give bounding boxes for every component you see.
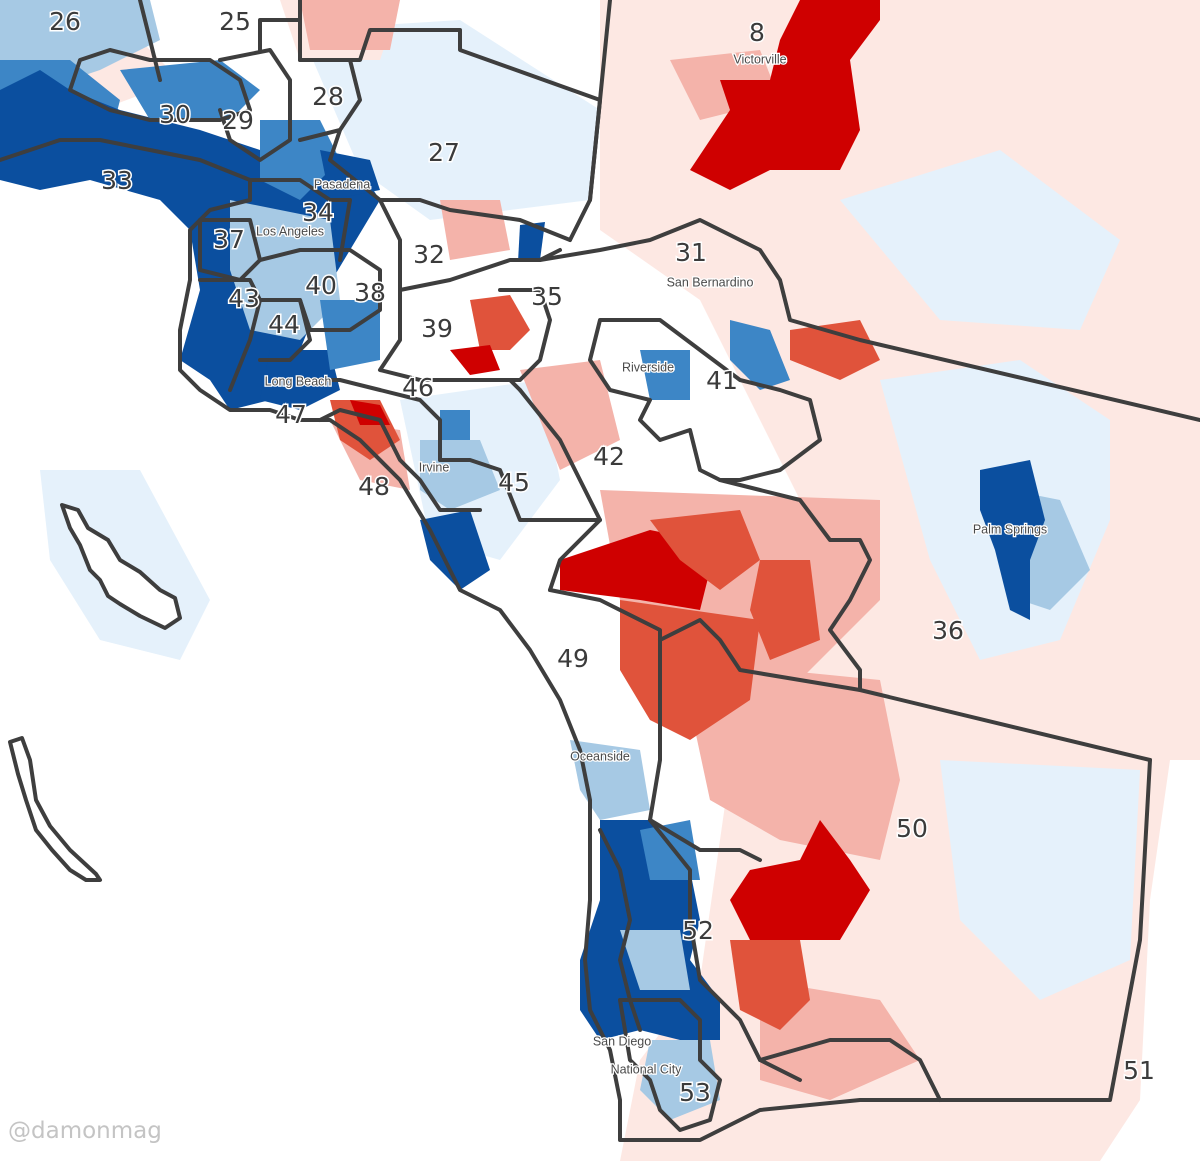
district-50-north [658, 618, 1152, 762]
inland-faint-blue-3 [840, 150, 1120, 330]
victorville-strong-red [690, 0, 880, 190]
district-33-34-boundary [248, 178, 352, 262]
district-30-boundary [68, 48, 252, 122]
district-label-41: 41 [706, 366, 738, 395]
district-31-boundary [538, 218, 1200, 422]
district-label-25: 25 [219, 7, 251, 36]
district-label-42: 42 [593, 442, 625, 471]
inland-light-red-f [300, 0, 400, 50]
district-label-49: 49 [557, 644, 589, 673]
district-label-27: 27 [428, 138, 460, 167]
inland-faint-blue-2 [940, 760, 1140, 1000]
city-label-pasadena: Pasadena [314, 177, 370, 191]
fallbrook-mid-red [620, 600, 760, 740]
district-41-boundary [588, 318, 822, 482]
santa-catalina-island [60, 503, 182, 630]
district-label-35: 35 [531, 282, 563, 311]
temecula-mid-red [650, 510, 760, 590]
ramona-strong-red [730, 820, 870, 940]
district-52-boundary [648, 818, 802, 1082]
district-label-44: 44 [268, 310, 300, 339]
district-label-33: 33 [101, 166, 133, 195]
district-label-48: 48 [358, 472, 390, 501]
district-label-53: 53 [679, 1078, 711, 1107]
district-37-boundary [198, 218, 262, 282]
author-credit: @damonmag [8, 1118, 162, 1144]
district-label-29: 29 [222, 106, 254, 135]
district-label-52: 52 [682, 916, 714, 945]
palm-springs-strong [980, 460, 1045, 620]
district-35-boundary [478, 288, 552, 382]
hemet-mid-red [750, 560, 820, 660]
moreno-mid-blue [730, 320, 790, 390]
district-48-boundary [318, 408, 482, 512]
district-51-boundary [758, 1038, 942, 1102]
la-basin-faint-blue [300, 20, 600, 220]
district-label-43: 43 [228, 284, 260, 313]
district-label-31: 31 [675, 238, 707, 267]
district-49-boundary [548, 588, 762, 862]
irvine-mid-blue [440, 410, 470, 440]
riverside-mid-blue [640, 350, 690, 400]
lakeside-mid-red [730, 940, 810, 1030]
district-label-28: 28 [312, 82, 344, 111]
district-8-boundary [588, 0, 612, 202]
district-label-26: 26 [49, 7, 81, 36]
chino-hills-mid-red [470, 295, 530, 350]
san-clemente-island [8, 736, 102, 882]
district-label-51: 51 [1123, 1056, 1155, 1085]
islands [8, 503, 182, 882]
rep-areas [330, 0, 880, 1030]
district-label-46: 46 [402, 373, 434, 402]
district-44-boundary [248, 298, 312, 362]
district-26-25-boundary [138, 0, 162, 82]
district-39-boundary [378, 288, 522, 392]
district-label-30: 30 [159, 100, 191, 129]
city-label-san-bernardino: San Bernardino [667, 275, 754, 289]
yorba-strong-red [450, 345, 500, 375]
district-label-40: 40 [305, 271, 337, 300]
district-40-38-boundary [258, 248, 382, 332]
city-label-palm-springs: Palm Springs [973, 522, 1047, 536]
sd-inland-light [620, 930, 690, 990]
district-46-47-boundary [298, 378, 442, 462]
city-label-oceanside: Oceanside [570, 749, 630, 763]
district-label-47: 47 [275, 400, 307, 429]
sfv-mid-blue [120, 60, 260, 120]
district-label-37: 37 [213, 225, 245, 254]
city-label-los-angeles: Los Angeles [256, 224, 324, 238]
city-label-victorville: Victorville [733, 52, 786, 66]
district-36-boundary [718, 478, 872, 692]
district-53-boundary [618, 998, 722, 1132]
city-label-long-beach: Long Beach [265, 374, 332, 388]
district-label-50: 50 [896, 814, 928, 843]
district-label-45: 45 [498, 468, 530, 497]
yucaipa-mid-red [790, 320, 880, 380]
city-label-national-city: National City [611, 1062, 683, 1076]
district-label-34: 34 [302, 198, 334, 227]
district-42-boundary [518, 388, 602, 592]
district-label-38: 38 [354, 278, 386, 307]
coastline [0, 138, 1152, 1142]
city-label-san-diego: San Diego [593, 1034, 651, 1048]
district-label-36: 36 [932, 616, 964, 645]
gateway-mid-blue [320, 300, 380, 370]
rancho-strong-blue [518, 222, 545, 262]
city-label-irvine: Irvine [419, 460, 450, 474]
district-27-south [328, 128, 572, 242]
inland-light-red-b [520, 360, 620, 470]
city-labels: Victorville Pasadena Los Angeles San Ber… [255, 51, 1049, 1078]
city-label-riverside: Riverside [622, 360, 674, 374]
laguna-strong-blue [420, 510, 490, 590]
district-label-32: 32 [413, 240, 445, 269]
district-52-west [598, 828, 642, 1032]
district-45-boundary [438, 458, 602, 522]
district-29-boundary [218, 48, 292, 162]
district-label-39: 39 [421, 314, 453, 343]
district-label-8: 8 [749, 18, 765, 47]
district-labels: 26 25 8 30 29 28 27 33 34 37 32 31 40 38… [48, 6, 1157, 1109]
